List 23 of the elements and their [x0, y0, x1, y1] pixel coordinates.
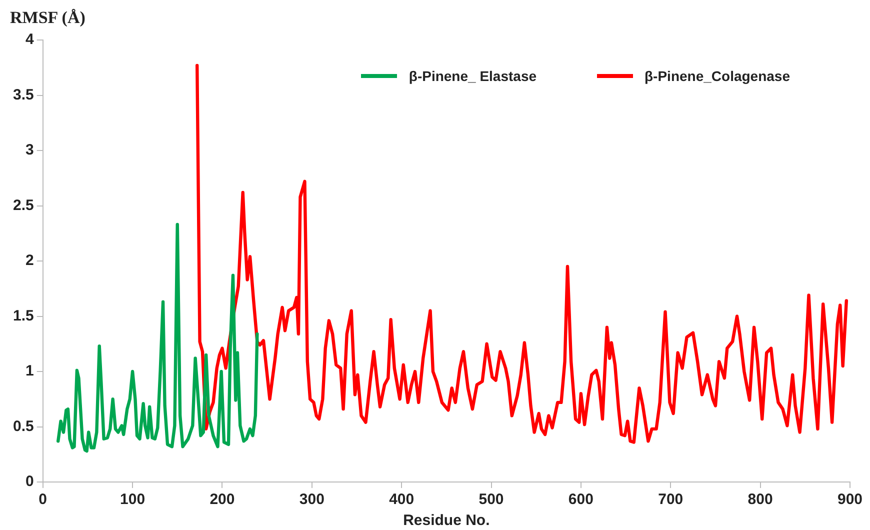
y-tick-label: 3 [26, 142, 34, 159]
y-tick-label: 0 [26, 473, 34, 490]
x-tick-label: 800 [748, 491, 773, 508]
legend-label: β-Pinene_Colagenase [644, 68, 790, 84]
y-tick-label: 2.5 [12, 196, 34, 214]
y-tick-label: 0.5 [12, 418, 34, 435]
y-axis-title: RMSF (Å) [10, 8, 86, 28]
x-tick-label: 0 [38, 491, 48, 508]
x-tick-label: 200 [210, 491, 235, 508]
x-tick-label: 600 [568, 491, 594, 508]
legend-label: β-Pinene_ Elastase [408, 68, 537, 84]
y-tick-label: 4 [26, 31, 35, 48]
x-tick-label: 400 [389, 491, 414, 508]
x-tick-label: 900 [837, 491, 863, 508]
y-tick-label: 1.5 [12, 307, 34, 324]
y-tick-label: 2 [26, 252, 34, 270]
x-tick-label: 500 [478, 491, 504, 508]
y-tick-label: 1 [26, 362, 34, 380]
y-tick-label: 3.5 [12, 86, 34, 104]
x-tick-label: 100 [120, 491, 146, 508]
x-tick-label: 700 [658, 491, 684, 508]
x-axis-title: Residue No. [403, 512, 490, 530]
x-tick-label: 300 [299, 491, 324, 508]
